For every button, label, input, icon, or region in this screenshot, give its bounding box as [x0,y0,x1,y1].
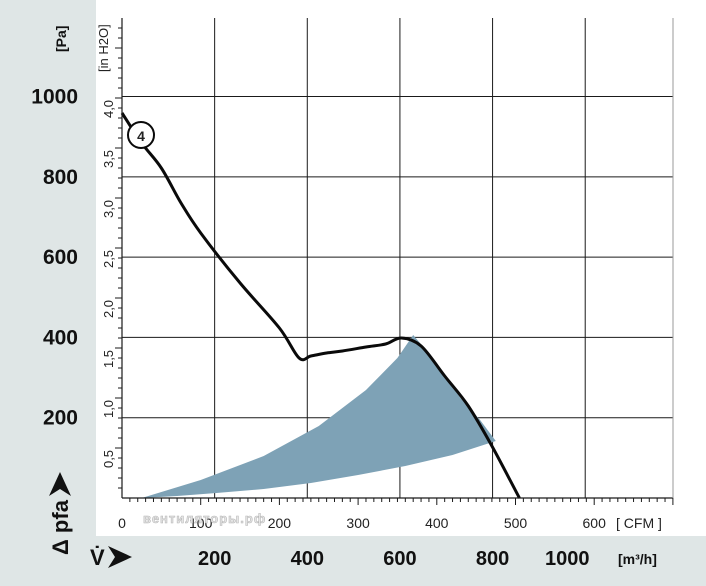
inh2o-tick-label: 4,0 [101,100,116,118]
cfm-tick-label: 200 [268,515,292,531]
pa-tick-label: 800 [43,166,78,189]
m3h-tick-label: 1000 [545,548,590,570]
pa-tick-label: 1000 [31,86,78,109]
curve-4 [120,112,521,499]
pa-tick-label: 200 [43,407,78,430]
cfm-tick-label: 600 [583,515,607,531]
cfm-tick-label: 400 [425,515,449,531]
inh2o-tick-label: 2,0 [101,300,116,318]
inh2o-tick-label: 2,5 [101,250,116,268]
inh2o-tick-label: 1,0 [101,400,116,418]
m3h-tick-label: 400 [291,548,324,570]
bottom-band [0,536,706,586]
cfm-tick-label: 0 [118,515,126,531]
x-axis-symbol: V̇ [90,545,105,570]
inh2o-tick-label: 1,5 [101,350,116,368]
pa-tick-label: 400 [43,326,78,349]
cfm-tick-label: 100 [189,515,213,531]
recommended-range [141,335,496,498]
y-axis-symbol: Δ pfa [48,499,73,555]
cfm-unit-label: [ CFM ] [616,515,662,531]
m3h-tick-label: 600 [383,548,416,570]
pa-tick-label: 600 [43,246,78,269]
cfm-tick-label: 300 [346,515,370,531]
cfm-tick-label: 500 [504,515,528,531]
tick-labels: 0,51,01,52,02,53,03,54,02004006008001000… [31,27,674,570]
watermark: вентиляторы.рф [143,511,266,526]
inh2o-tick-label: 3,5 [101,150,116,168]
left-band [0,0,96,586]
inh2o-tick-label: 3,0 [101,200,116,218]
curve-marker-4 [127,121,155,149]
y-axis-arrow [49,472,71,496]
x-axis-arrow [108,546,132,568]
curve-label-4: 4 [137,128,145,144]
m3h-tick-label: 200 [198,548,231,570]
inh2o-tick-label: 0,5 [101,450,116,468]
recommended-range-area [141,335,496,498]
pa-unit-label: [Pa] [53,26,69,52]
m3h-tick-label: 800 [476,548,509,570]
inh2o-unit-label: [in H2O] [96,24,111,72]
m3h-unit-label: [m³/h] [618,551,657,567]
curves: 4 [120,112,521,499]
